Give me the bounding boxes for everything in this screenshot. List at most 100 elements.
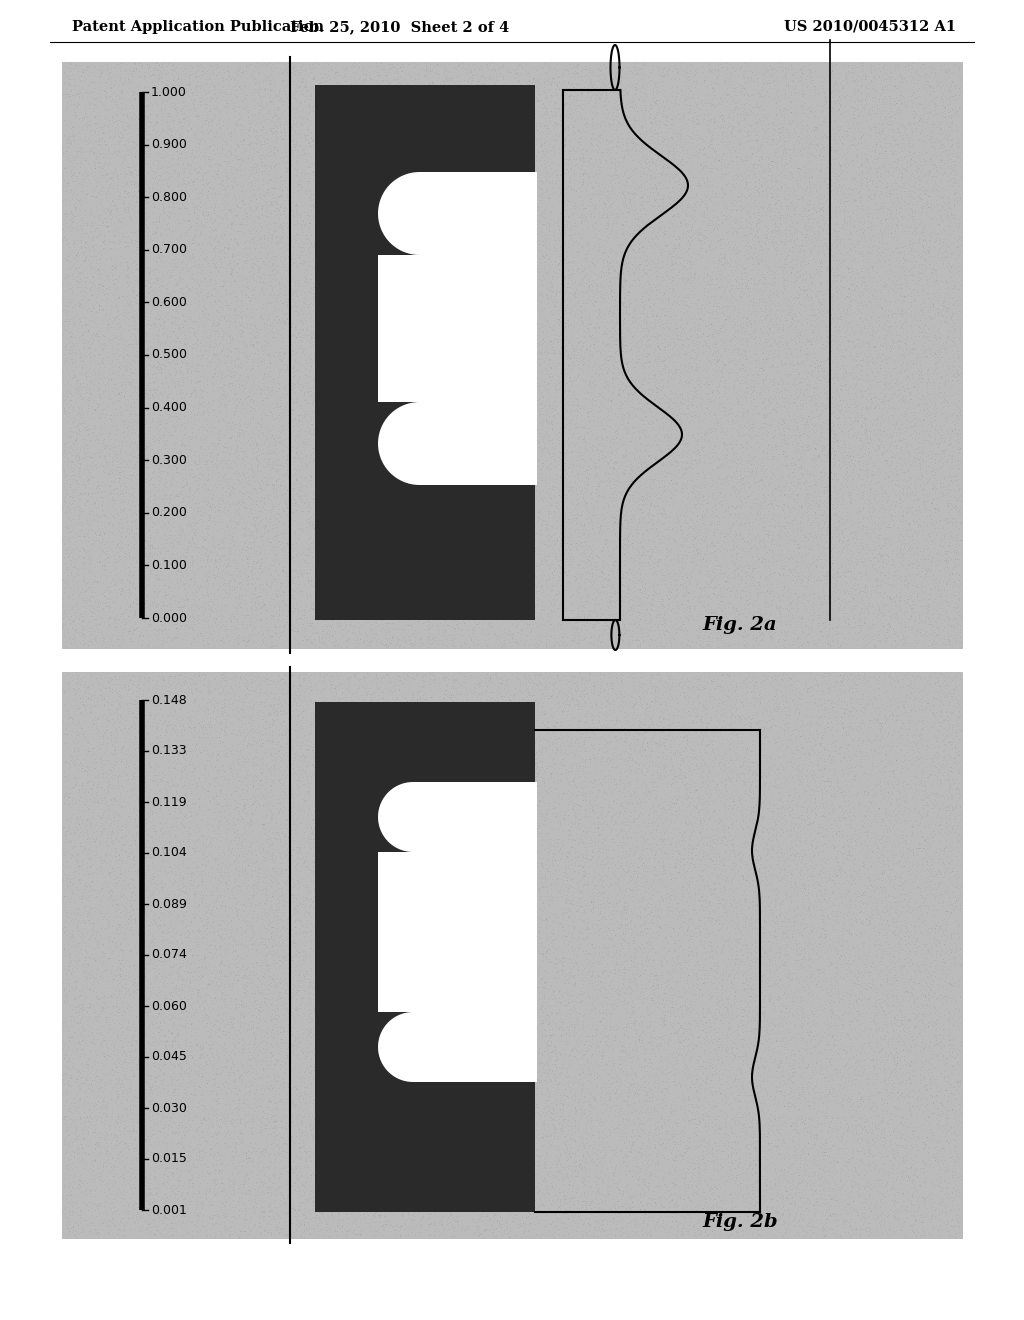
Point — [74, 1218, 90, 1239]
Point — [296, 261, 312, 282]
Point — [810, 1041, 826, 1063]
Point — [886, 1192, 902, 1213]
Point — [399, 343, 416, 364]
Point — [196, 998, 212, 1019]
Point — [743, 762, 760, 783]
Point — [930, 176, 946, 197]
Point — [751, 574, 767, 595]
Point — [442, 886, 459, 907]
Point — [777, 911, 794, 932]
Point — [365, 792, 381, 813]
Point — [731, 1069, 748, 1090]
Point — [577, 108, 593, 129]
Point — [348, 182, 365, 203]
Point — [707, 777, 723, 799]
Point — [916, 1162, 933, 1183]
Point — [534, 696, 550, 717]
Point — [206, 289, 222, 310]
Point — [141, 1222, 158, 1243]
Point — [688, 834, 705, 855]
Point — [753, 676, 769, 697]
Point — [590, 972, 606, 993]
Point — [608, 709, 625, 730]
Point — [349, 201, 366, 222]
Point — [337, 995, 353, 1016]
Point — [840, 561, 856, 582]
Point — [811, 859, 827, 880]
Point — [532, 67, 549, 88]
Point — [251, 129, 267, 150]
Point — [787, 558, 804, 579]
Point — [555, 62, 571, 83]
Point — [544, 418, 560, 440]
Point — [699, 981, 716, 1002]
Point — [902, 305, 919, 326]
Point — [441, 114, 458, 135]
Point — [863, 218, 880, 239]
Point — [319, 1193, 336, 1214]
Point — [818, 479, 835, 500]
Point — [172, 1140, 188, 1162]
Point — [826, 139, 843, 160]
Point — [454, 1140, 470, 1162]
Point — [889, 924, 905, 945]
Point — [882, 1131, 898, 1152]
Point — [719, 53, 735, 74]
Point — [357, 492, 374, 513]
Point — [520, 1126, 537, 1147]
Point — [806, 1148, 822, 1170]
Point — [939, 495, 955, 516]
Point — [752, 734, 768, 755]
Point — [640, 368, 656, 389]
Point — [927, 137, 943, 158]
Point — [86, 949, 102, 970]
Point — [132, 1067, 148, 1088]
Point — [560, 858, 577, 879]
Point — [343, 667, 359, 688]
Point — [366, 581, 382, 602]
Point — [163, 203, 179, 224]
Point — [376, 235, 392, 256]
Point — [470, 990, 486, 1011]
Point — [376, 129, 392, 150]
Point — [95, 715, 112, 737]
Point — [557, 471, 573, 492]
Point — [882, 705, 898, 726]
Point — [86, 1222, 102, 1243]
Point — [562, 554, 579, 576]
Point — [416, 111, 432, 132]
Point — [710, 145, 726, 166]
Point — [347, 913, 364, 935]
Point — [220, 490, 237, 511]
Point — [799, 115, 815, 136]
Point — [382, 440, 398, 461]
Point — [275, 312, 292, 333]
Point — [485, 810, 502, 832]
Point — [645, 220, 662, 242]
Point — [709, 1192, 725, 1213]
Point — [515, 473, 531, 494]
Point — [760, 840, 776, 861]
Point — [656, 356, 673, 378]
Point — [728, 1065, 744, 1086]
Point — [404, 997, 421, 1018]
Point — [841, 482, 857, 503]
Point — [298, 923, 314, 944]
Point — [711, 1114, 727, 1135]
Point — [136, 228, 153, 249]
Point — [631, 465, 647, 486]
Point — [778, 797, 795, 818]
Point — [253, 668, 269, 689]
Point — [944, 404, 961, 425]
Point — [411, 107, 427, 128]
Point — [534, 855, 550, 876]
Point — [165, 469, 181, 490]
Point — [243, 459, 259, 480]
Point — [383, 1111, 399, 1133]
Point — [135, 610, 152, 631]
Point — [206, 730, 222, 751]
Point — [106, 224, 123, 246]
Point — [556, 1056, 572, 1077]
Point — [766, 201, 782, 222]
Point — [546, 500, 562, 521]
